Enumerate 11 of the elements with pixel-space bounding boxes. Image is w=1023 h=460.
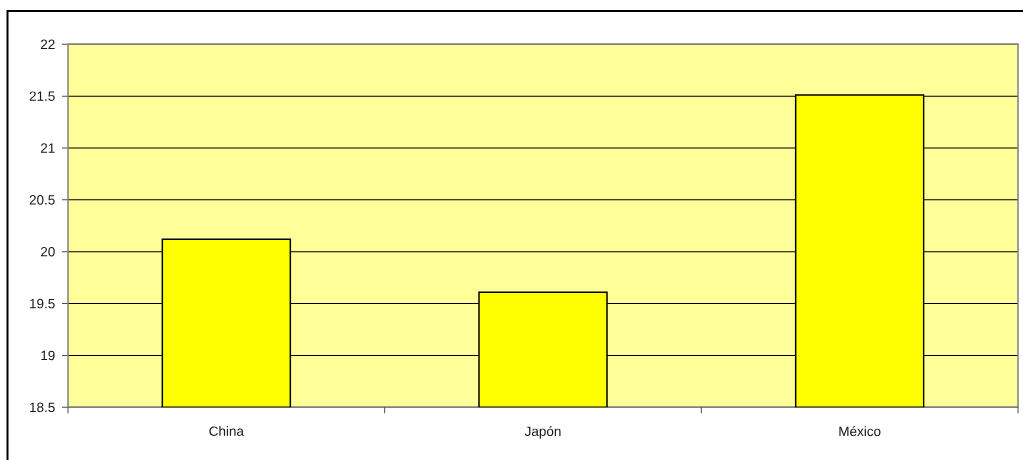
y-tick-label: 20 — [40, 246, 55, 257]
y-tick-label: 20.5 — [29, 195, 55, 205]
y-tick-label: 19 — [41, 350, 55, 361]
y-tick-label: 21 — [40, 143, 55, 153]
x-tick-label: Japón — [524, 426, 561, 439]
y-tick-label: 18.5 — [30, 402, 55, 413]
y-tick-label: 22 — [40, 39, 55, 50]
y-tick-label: 19.5 — [30, 298, 55, 309]
x-tick-label: México — [839, 426, 881, 437]
y-tick-label: 21.5 — [29, 91, 55, 101]
x-tick-label: China — [209, 426, 244, 436]
